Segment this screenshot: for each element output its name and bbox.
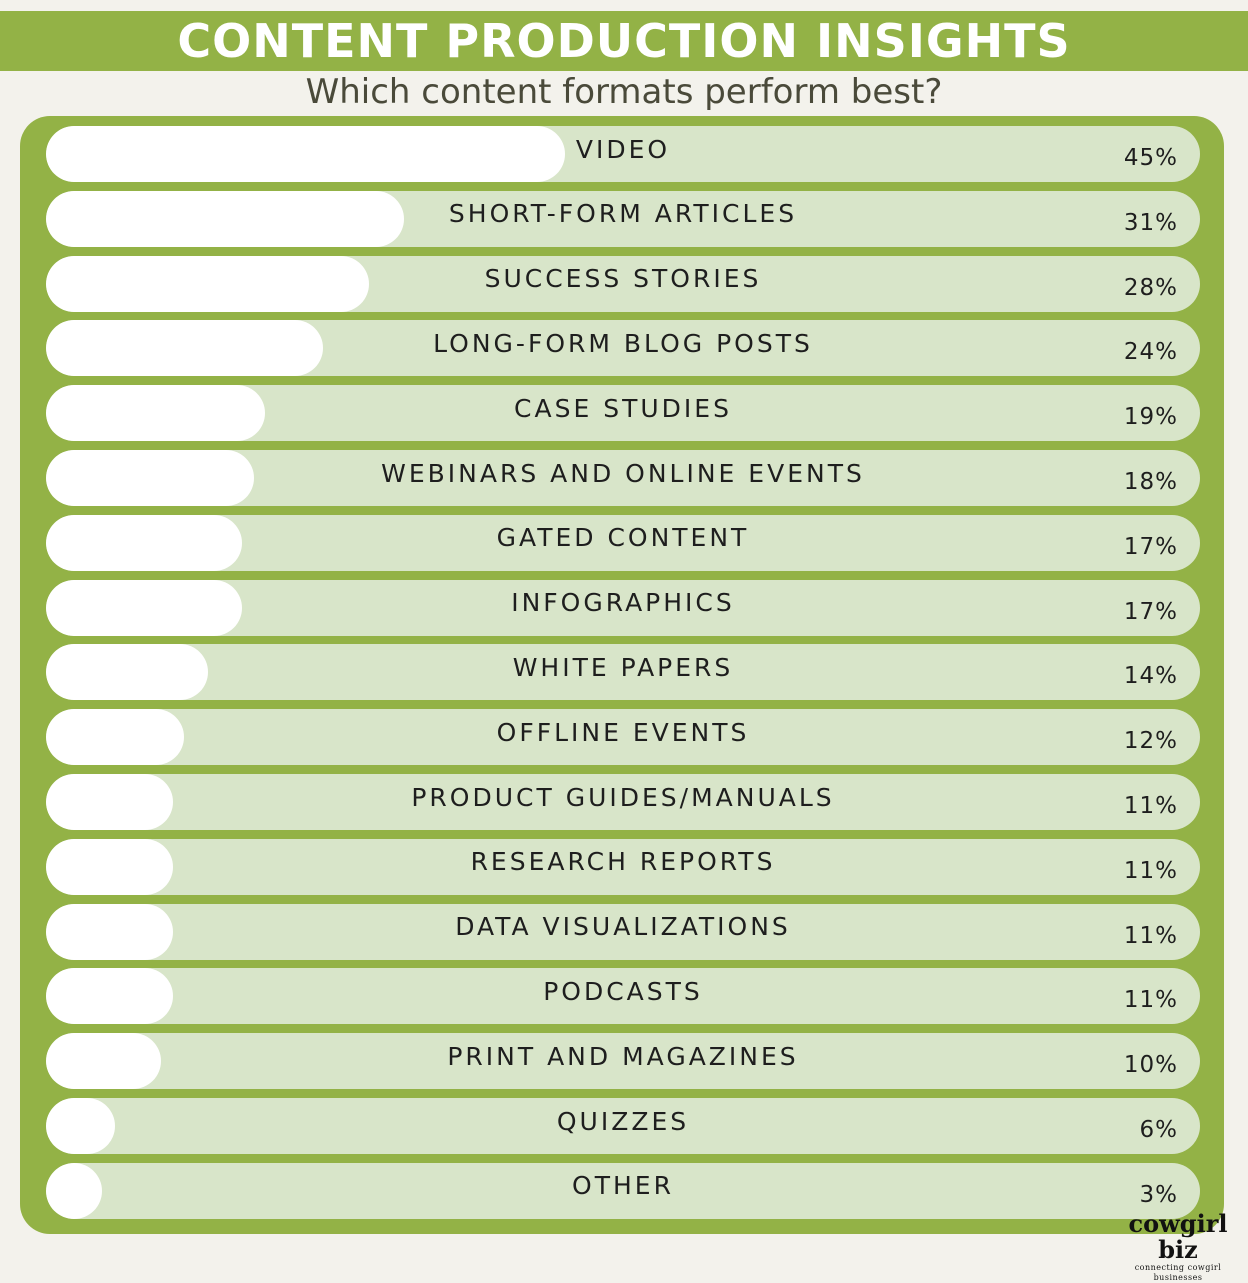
logo-name: cowgirl biz <box>1128 1209 1228 1264</box>
brand-logo: cowgirl biz connecting cowgirl businesse… <box>1110 1211 1246 1283</box>
bar <box>46 450 254 506</box>
bar-value-label: 24% <box>1123 339 1178 366</box>
bar-value-label: 10% <box>1123 1052 1178 1079</box>
bar-label: SUCCESS STORIES <box>484 264 762 294</box>
bar-value-label: 19% <box>1123 404 1178 431</box>
bar <box>46 644 208 701</box>
bar-value-label: 28% <box>1123 274 1178 301</box>
bar-label: QUIZZES <box>556 1106 690 1136</box>
bar-label: WEBINARS AND ONLINE EVENTS <box>381 458 865 488</box>
bar-value-label: 11% <box>1123 922 1178 949</box>
bar-label: GATED CONTENT <box>496 523 750 553</box>
bar <box>46 514 243 571</box>
bar-row: INFOGRAPHICS 17% <box>46 579 1200 636</box>
bar-value-label: 14% <box>1123 663 1178 690</box>
chart-title: CONTENT PRODUCTION INSIGHTS <box>177 14 1071 68</box>
bar-row: OTHER 3% <box>46 1162 1200 1219</box>
bar <box>46 709 185 766</box>
bar-row: RESEARCH REPORTS 11% <box>46 838 1200 895</box>
bar-value-label: 12% <box>1123 728 1178 755</box>
bar-row: WEBINARS AND ONLINE EVENTS 18% <box>46 450 1200 506</box>
bar-row: PRODUCT GUIDES/MANUALS 11% <box>46 774 1200 830</box>
bar-label: PRODUCT GUIDES/MANUALS <box>411 782 835 812</box>
bar <box>46 1162 102 1219</box>
bar-value-label: 11% <box>1123 987 1178 1014</box>
bar-label: INFOGRAPHICS <box>511 588 735 618</box>
chart-subtitle: Which content formats perform best? <box>305 72 943 112</box>
bar-row: LONG-FORM BLOG POSTS 24% <box>46 320 1200 377</box>
bar-label: LONG-FORM BLOG POSTS <box>433 328 813 358</box>
bar <box>46 968 173 1025</box>
bar <box>46 838 173 895</box>
bar-value-label: 45% <box>1123 145 1178 171</box>
bar-row: CASE STUDIES 19% <box>46 385 1200 442</box>
bar-value-label: 31% <box>1123 209 1178 236</box>
bar-label: PODCASTS <box>543 976 703 1006</box>
bar-row: VIDEO 45% <box>46 126 1200 182</box>
bar-value-label: 18% <box>1123 469 1178 495</box>
bar <box>46 1033 162 1090</box>
bar <box>46 774 173 830</box>
bar-row: PRINT AND MAGAZINES 10% <box>46 1033 1200 1090</box>
bar-label: VIDEO <box>575 134 671 164</box>
bar <box>46 190 404 247</box>
bar-label: WHITE PAPERS <box>512 652 734 682</box>
bar-row: DATA VISUALIZATIONS 11% <box>46 903 1200 960</box>
bar-value-label: 6% <box>1139 1117 1178 1143</box>
bar <box>46 1098 116 1154</box>
chart-panel: VIDEO 45% SHORT-FORM ARTICLES 31% SUCCESS ST… <box>20 116 1224 1234</box>
bar <box>46 126 566 182</box>
bar-row: WHITE PAPERS 14% <box>46 644 1200 701</box>
bar-label: SHORT-FORM ARTICLES <box>448 199 798 229</box>
bar-value-label: 11% <box>1123 793 1178 819</box>
bar <box>46 579 243 636</box>
bar-label: CASE STUDIES <box>514 393 732 423</box>
title-band: CONTENT PRODUCTION INSIGHTS <box>0 11 1248 71</box>
bar-value-label: 17% <box>1123 533 1178 560</box>
bar-row: PODCASTS 11% <box>46 968 1200 1025</box>
bar <box>46 385 266 442</box>
bar-row: OFFLINE EVENTS 12% <box>46 709 1200 766</box>
bar-label: RESEARCH REPORTS <box>470 847 776 877</box>
bar-label: DATA VISUALIZATIONS <box>455 912 791 942</box>
bar-label: PRINT AND MAGAZINES <box>447 1041 799 1071</box>
bar <box>46 255 370 312</box>
logo-tagline: connecting cowgirl businesses <box>1134 1263 1222 1282</box>
bar-row: SHORT-FORM ARTICLES 31% <box>46 190 1200 247</box>
bar-value-label: 17% <box>1123 598 1178 625</box>
bar-label: OTHER <box>572 1171 674 1201</box>
bar-value-label: 3% <box>1139 1181 1178 1208</box>
bar <box>46 903 173 960</box>
bar-row: GATED CONTENT 17% <box>46 514 1200 571</box>
bar <box>46 320 323 377</box>
bar-row: SUCCESS STORIES 28% <box>46 255 1200 312</box>
bar-row: QUIZZES 6% <box>46 1098 1200 1154</box>
bar-label: OFFLINE EVENTS <box>496 717 750 747</box>
bar-value-label: 11% <box>1123 857 1178 884</box>
